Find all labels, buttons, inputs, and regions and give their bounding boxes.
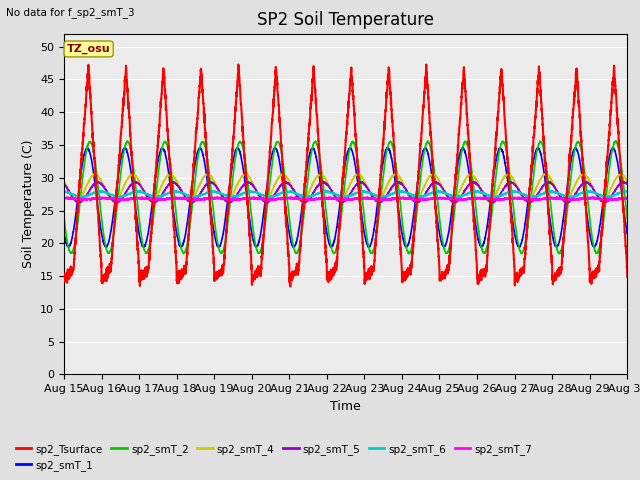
sp2_smT_1 [181,235,189,241]
sp2_smT_7 [401,196,409,202]
sp2_Tsurface [218,268,225,274]
sp2_smT_4 [218,194,225,200]
sp2_smT_2 [411,228,419,233]
X-axis label: Time: Time [330,400,361,413]
sp2_smT_1 [218,240,225,245]
sp2_Tsurface [411,218,419,224]
sp2_smT_6 [181,191,189,197]
sp2_smT_5 [218,192,225,197]
sp2_smT_2 [623,215,631,221]
sp2_smT_4 [570,184,578,190]
sp2_Tsurface [623,274,631,280]
sp2_smT_1 [516,244,524,250]
sp2_smT_5 [623,181,631,187]
sp2_smT_2 [60,215,68,221]
sp2_smT_5 [60,181,68,187]
Line: sp2_smT_2: sp2_smT_2 [64,141,627,253]
sp2_smT_7 [218,195,225,201]
sp2_smT_2 [570,151,578,156]
sp2_smT_5 [570,193,578,199]
sp2_smT_2 [623,214,631,219]
sp2_Tsurface [401,274,409,280]
sp2_smT_4 [181,195,189,201]
sp2_smT_5 [168,179,176,184]
sp2_smT_4 [623,178,631,184]
sp2_smT_1 [623,231,631,237]
sp2_smT_2 [536,138,544,144]
sp2_smT_5 [411,198,419,204]
Legend: sp2_Tsurface, sp2_smT_1, sp2_smT_2, sp2_smT_4, sp2_smT_5, sp2_smT_6, sp2_smT_7: sp2_Tsurface, sp2_smT_1, sp2_smT_2, sp2_… [12,439,536,475]
sp2_Tsurface [287,284,294,289]
sp2_Tsurface [623,263,631,268]
sp2_smT_6 [218,191,225,196]
sp2_smT_5 [401,184,408,190]
sp2_smT_6 [623,189,631,194]
sp2_smT_6 [410,193,418,199]
sp2_Tsurface [235,61,243,67]
Line: sp2_smT_5: sp2_smT_5 [64,181,627,203]
sp2_smT_4 [168,171,175,177]
sp2_smT_1 [570,147,578,153]
Text: TZ_osu: TZ_osu [67,44,111,54]
sp2_smT_6 [623,189,631,195]
sp2_smT_5 [526,200,534,205]
sp2_smT_2 [218,251,225,256]
sp2_smT_2 [401,235,408,241]
sp2_Tsurface [181,267,189,273]
sp2_Tsurface [570,96,578,101]
sp2_smT_1 [459,144,467,150]
Title: SP2 Soil Temperature: SP2 Soil Temperature [257,11,434,29]
Line: sp2_smT_4: sp2_smT_4 [64,174,627,202]
sp2_smT_4 [401,184,408,190]
sp2_smT_2 [181,250,189,255]
sp2_smT_7 [213,194,221,200]
sp2_smT_4 [411,198,419,204]
sp2_smT_1 [60,230,68,236]
sp2_smT_6 [415,195,422,201]
sp2_smT_6 [622,188,630,193]
sp2_smT_5 [623,181,631,187]
sp2_Tsurface [60,273,68,278]
Line: sp2_smT_7: sp2_smT_7 [64,197,627,201]
sp2_smT_6 [60,189,68,194]
sp2_smT_1 [623,229,631,235]
sp2_smT_7 [411,197,419,203]
sp2_smT_4 [623,179,631,185]
sp2_smT_6 [401,189,408,195]
Text: No data for f_sp2_smT_3: No data for f_sp2_smT_3 [6,7,135,18]
Line: sp2_smT_6: sp2_smT_6 [64,191,627,198]
Line: sp2_Tsurface: sp2_Tsurface [64,64,627,287]
sp2_smT_2 [406,251,413,256]
sp2_smT_7 [60,195,68,201]
sp2_smT_1 [401,242,408,248]
Line: sp2_smT_1: sp2_smT_1 [64,147,627,247]
sp2_smT_7 [570,196,578,202]
sp2_smT_4 [524,199,531,204]
sp2_smT_7 [181,195,189,201]
Y-axis label: Soil Temperature (C): Soil Temperature (C) [22,140,35,268]
sp2_smT_7 [623,195,631,201]
sp2_smT_5 [181,193,189,199]
sp2_smT_6 [570,193,578,199]
sp2_smT_1 [410,206,418,212]
sp2_smT_7 [268,198,276,204]
sp2_smT_7 [623,195,631,201]
sp2_smT_4 [60,179,68,185]
